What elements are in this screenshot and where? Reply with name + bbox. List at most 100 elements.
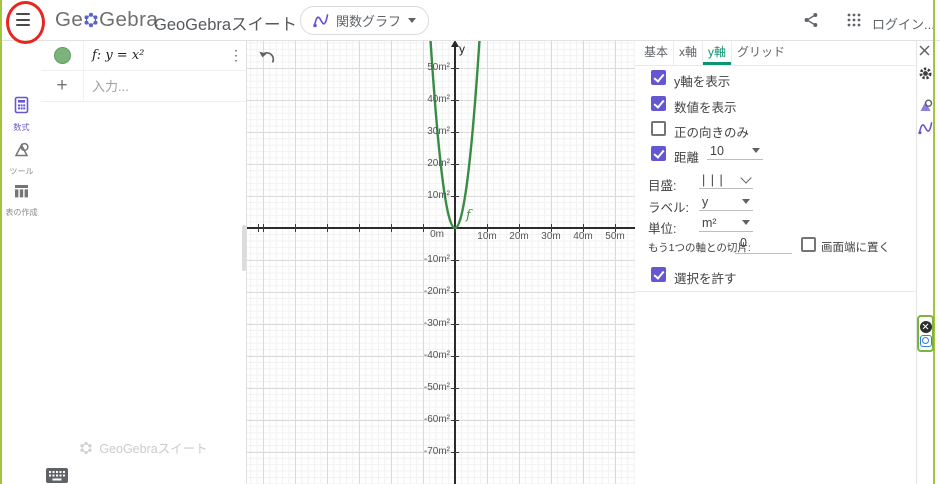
axis-label-dropdown[interactable]: y — [699, 193, 753, 211]
algebra-input-row[interactable]: + — [41, 71, 270, 102]
left-sidebar: 数式 ツール 表の作成 — [2, 40, 42, 484]
apps-grid-button[interactable] — [847, 13, 861, 32]
settings-card-divider — [635, 291, 916, 292]
tools-rail-button[interactable] — [918, 98, 933, 113]
x-tick-label: 10m — [477, 231, 497, 242]
y-tick-label: 10m² — [427, 189, 450, 201]
y-axis-label: y — [459, 42, 465, 56]
chevron-down-icon — [742, 199, 750, 204]
y-tick-label: 40m² — [427, 93, 450, 105]
tab-grid[interactable]: グリッド — [737, 45, 786, 59]
cross-input[interactable]: 0 — [735, 236, 792, 254]
geogebra-flower-icon — [84, 12, 98, 28]
unit-value: m² — [702, 215, 717, 230]
y-tick-label: 20m² — [427, 157, 450, 169]
sidebar-item-tools[interactable]: ツール — [2, 141, 41, 177]
show-axis-label: y軸を表示 — [674, 75, 731, 89]
parabola-path — [429, 40, 481, 229]
settings-panel: 基本 x軸 y軸 グリッド y軸を表示 数値を表示 正の向きのみ 距離 10 目… — [635, 40, 916, 484]
ticks-dropdown[interactable]: | | | — [699, 171, 753, 189]
capture-edge-left — [0, 0, 2, 484]
algebra-row[interactable]: f: y = x² ⋮ — [41, 40, 246, 71]
y-tick-label: 50m² — [427, 61, 450, 73]
distance-dropdown[interactable]: 10 — [707, 142, 763, 160]
share-button[interactable] — [803, 12, 819, 33]
graph-view[interactable]: y 0m f 50m² 40m² 30m² 20m² 10m² -10m² -20m² -30… — [246, 40, 635, 484]
close-settings-button[interactable] — [918, 44, 933, 59]
undo-button[interactable] — [257, 49, 275, 70]
axis-label-label: ラベル: — [648, 201, 689, 215]
chevron-down-icon — [742, 220, 750, 225]
axis-label-value: y — [702, 194, 709, 209]
undo-icon — [259, 51, 275, 63]
sidebar-item-label: 表の作成 — [5, 207, 38, 217]
unit-label: 単位: — [648, 222, 677, 236]
sidebar-item-label: 数式 — [13, 122, 30, 132]
unit-dropdown[interactable]: m² — [699, 214, 753, 232]
algebra-scrollbar-thumb[interactable] — [242, 225, 246, 271]
row-menu-button[interactable]: ⋮ — [229, 46, 243, 63]
login-button[interactable]: ログイン... — [872, 17, 935, 32]
show-numbers-label: 数値を表示 — [674, 101, 737, 115]
y-tick-label: -10m² — [423, 253, 450, 265]
algebra-panel: f: y = x² ⋮ + GeoGebraスイート — [41, 40, 270, 484]
table-icon — [15, 185, 28, 198]
show-numbers-checkbox[interactable] — [651, 96, 666, 111]
tab-x-axis[interactable]: x軸 — [674, 40, 704, 65]
y-tick-label: -50m² — [423, 381, 450, 393]
distance-checkbox[interactable] — [651, 146, 666, 161]
logo-text-left: Ge — [55, 8, 84, 31]
settings-gear-button[interactable] — [918, 66, 933, 81]
allow-selection-label: 選択を許す — [674, 272, 737, 286]
tabs-bottom-divider — [635, 65, 933, 66]
close-icon[interactable] — [919, 320, 932, 333]
function-label[interactable]: f — [466, 208, 471, 223]
watermark-text: GeoGebraスイート — [99, 442, 208, 456]
y-tick-label: -70m² — [423, 445, 450, 457]
cross-label: もう1つの軸との切片: — [648, 242, 751, 254]
algebra-input[interactable] — [84, 77, 270, 95]
sidebar-item-table[interactable]: 表の作成 — [2, 183, 41, 218]
x-tick-label: 50m — [605, 231, 625, 242]
distance-label: 距離 — [674, 151, 700, 165]
add-cell: + — [41, 71, 84, 101]
positive-only-checkbox[interactable] — [651, 121, 666, 136]
apps-grid-icon — [847, 13, 861, 27]
x-tick-label: 20m — [509, 231, 529, 242]
tools-icon — [920, 99, 933, 111]
sidebar-item-algebra[interactable]: 数式 — [2, 96, 41, 133]
keyboard-toggle-button[interactable] — [46, 468, 68, 484]
function-graph-icon — [918, 122, 933, 135]
stick-to-edge-checkbox[interactable] — [801, 237, 816, 252]
app-title: GeoGebraスイート — [154, 16, 298, 34]
y-tick-label: -40m² — [423, 349, 450, 361]
visibility-cell — [41, 40, 84, 70]
app-switcher-dropdown[interactable]: 関数グラフ — [300, 6, 430, 35]
tab-y-axis[interactable]: y軸 — [703, 40, 733, 65]
settings-tabs: 基本 x軸 y軸 グリッド — [635, 40, 790, 65]
ticks-label: 目盛: — [648, 179, 677, 193]
y-tick-label: -60m² — [423, 413, 450, 425]
function-graph-rail-button[interactable] — [918, 121, 933, 136]
tools-icon — [14, 142, 29, 157]
x-axis-tickmarks — [246, 224, 635, 232]
capture-overlay-widget — [917, 315, 934, 352]
function-graph-icon — [313, 14, 329, 28]
positive-only-label: 正の向きのみ — [674, 126, 750, 140]
keyboard-icon — [46, 468, 68, 483]
menu-button[interactable] — [16, 13, 30, 26]
screenshot-app-icon[interactable] — [919, 334, 932, 347]
share-icon — [804, 13, 818, 27]
show-axis-checkbox[interactable] — [651, 70, 666, 85]
y-tick-label: -20m² — [423, 285, 450, 297]
plus-icon[interactable]: + — [56, 75, 68, 96]
function-curve[interactable] — [246, 40, 635, 484]
visibility-toggle[interactable] — [53, 46, 71, 64]
distance-value: 10 — [710, 143, 724, 158]
tab-basic[interactable]: 基本 — [639, 40, 675, 65]
y-axis-tickmarks — [451, 40, 459, 484]
x-tick-label: 40m — [573, 231, 593, 242]
allow-selection-checkbox[interactable] — [651, 267, 666, 282]
origin-label: 0m — [430, 229, 444, 240]
